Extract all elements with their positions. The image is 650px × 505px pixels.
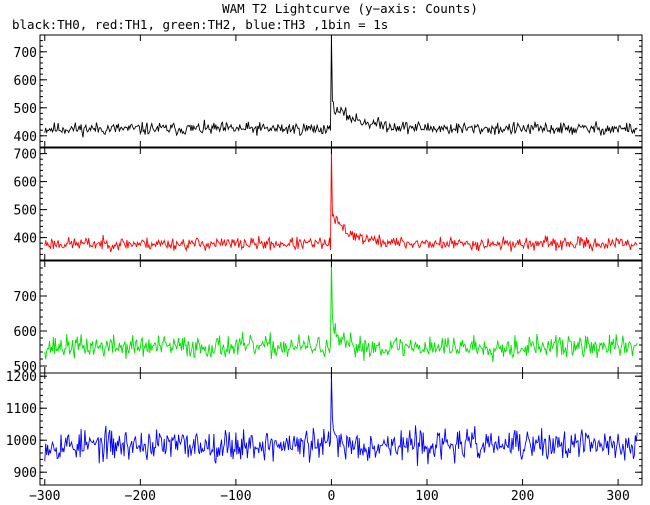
panel-frame <box>39 34 643 148</box>
y-tick-label: 700 <box>14 148 37 163</box>
series-line-th1 <box>44 147 638 253</box>
series-line-th2 <box>44 260 638 363</box>
panel-th3: 900 1000 1100 1200 <box>6 370 643 486</box>
y-tick-label: 500 <box>14 102 37 117</box>
panel-th2: 500 600 700 <box>14 260 643 375</box>
series-line-th0 <box>44 34 638 138</box>
y-tick-label: 700 <box>14 46 37 61</box>
x-axis: −300 −200 −100 0 100 200 300 <box>29 489 630 504</box>
y-tick-label: 1000 <box>6 434 37 449</box>
y-tick-label: 600 <box>14 325 37 340</box>
panels-group: 400 500 600 700 400 500 600 700 500 600 700 900 1000… <box>6 34 643 486</box>
y-tick-label: 900 <box>14 466 37 481</box>
y-tick-label: 600 <box>14 176 37 191</box>
y-tick-label: 600 <box>14 74 37 89</box>
y-tick-label: 400 <box>14 232 37 247</box>
x-tick-label: 0 <box>328 489 336 504</box>
panel-frame <box>39 372 643 486</box>
chart-title: WAM T2 Lightcurve (y−axis: Counts) <box>222 1 478 16</box>
y-tick-label: 1100 <box>6 402 37 417</box>
x-tick-label: 100 <box>415 489 438 504</box>
panel-frame <box>39 260 643 374</box>
panel-th0: 400 500 600 700 <box>14 34 643 148</box>
y-tick-label: 700 <box>14 290 37 305</box>
x-tick-label: 200 <box>511 489 534 504</box>
y-tick-label: 500 <box>14 204 37 219</box>
panel-th1: 400 500 600 700 <box>14 147 643 261</box>
y-tick-label: 1200 <box>6 370 37 385</box>
x-tick-label: −100 <box>220 489 251 504</box>
x-tick-label: −200 <box>125 489 156 504</box>
x-tick-label: 300 <box>606 489 629 504</box>
y-tick-label: 400 <box>14 130 37 145</box>
chart-subtitle: black:TH0, red:TH1, green:TH2, blue:TH3 … <box>12 17 388 32</box>
x-tick-label: −300 <box>29 489 60 504</box>
series-line-th3 <box>44 372 638 466</box>
y-tick-label: 500 <box>14 360 37 375</box>
